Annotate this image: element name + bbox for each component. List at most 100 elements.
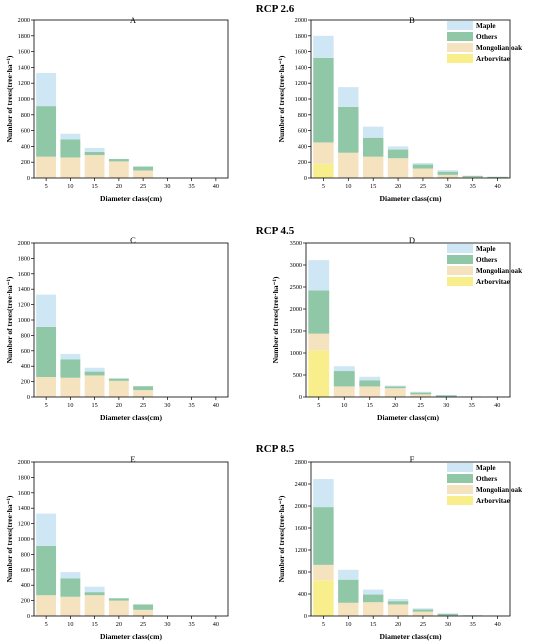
bar-segment	[437, 170, 459, 172]
y-tick-label: 400	[298, 143, 307, 150]
bar-segment	[387, 601, 409, 605]
x-tick-label: 30	[164, 183, 170, 190]
x-tick-label: 10	[67, 402, 73, 409]
y-tick-label: 800	[21, 551, 30, 558]
bar-segment	[313, 163, 334, 178]
x-axis-label: Diameter class(cm)	[379, 194, 442, 203]
y-tick-label: 200	[21, 159, 30, 166]
y-tick-label: 1800	[18, 33, 30, 40]
x-tick-label: 40	[213, 183, 219, 190]
y-tick-label: 1800	[18, 474, 30, 481]
bar-segment	[338, 152, 359, 178]
y-tick-label: 1000	[290, 350, 302, 357]
x-tick-label: 5	[45, 621, 48, 628]
bar-segment	[36, 326, 57, 377]
x-tick-label: 15	[370, 621, 376, 628]
legend-swatch	[447, 43, 473, 52]
x-tick-label: 35	[189, 183, 195, 190]
y-tick-label: 3500	[290, 240, 302, 247]
y-tick-label: 400	[21, 582, 30, 589]
bar-segment	[462, 176, 483, 178]
x-tick-label: 5	[322, 621, 325, 628]
bar-segment	[313, 507, 334, 565]
legend-label: Others	[476, 33, 497, 41]
bar-segment	[487, 176, 508, 178]
y-tick-label: 1000	[18, 96, 30, 103]
bar-segment	[36, 513, 57, 546]
legend-label: Arborvitae	[476, 497, 510, 505]
y-axis-label: Number of trees(tree·ha⁻¹)	[277, 55, 286, 142]
x-tick-label: 15	[92, 402, 98, 409]
x-tick-label: 15	[370, 183, 376, 190]
x-tick-label: 30	[443, 402, 449, 409]
bar-segment	[313, 564, 334, 581]
x-tick-label: 5	[45, 183, 48, 190]
x-tick-label: 25	[140, 621, 146, 628]
y-tick-label: 1600	[18, 49, 30, 56]
bar-segment	[387, 158, 409, 178]
y-tick-label: 0	[27, 613, 30, 620]
row-title: RCP 2.6	[256, 3, 295, 15]
y-tick-label: 1400	[295, 64, 307, 71]
y-tick-label: 200	[21, 379, 30, 386]
bar-segment	[133, 386, 154, 391]
y-tick-label: 600	[21, 348, 30, 355]
y-tick-label: 1600	[18, 271, 30, 278]
bar-segment	[313, 580, 334, 616]
y-tick-label: 1200	[18, 521, 30, 528]
bar-segment	[308, 260, 330, 291]
y-tick-label: 2500	[290, 284, 302, 291]
panel-label: E	[130, 454, 135, 464]
bar-segment	[435, 395, 457, 397]
y-tick-label: 400	[298, 591, 307, 598]
y-axis-label: Number of trees(tree·ha⁻¹)	[5, 55, 14, 142]
bar-segment	[338, 106, 359, 153]
legend-label: Maple	[476, 464, 496, 472]
panel-label: D	[409, 235, 415, 245]
y-tick-label: 200	[21, 598, 30, 605]
y-tick-label: 2000	[18, 459, 30, 466]
y-tick-label: 600	[21, 567, 30, 574]
bar-segment	[384, 388, 406, 397]
y-tick-label: 200	[298, 159, 307, 166]
y-tick-label: 0	[27, 175, 30, 182]
x-tick-label: 15	[92, 621, 98, 628]
x-tick-label: 35	[470, 621, 476, 628]
row-title: RCP 4.5	[256, 225, 295, 237]
bar-segment	[60, 157, 81, 178]
bar-segment	[84, 586, 105, 593]
x-tick-label: 30	[164, 402, 170, 409]
y-tick-label: 1200	[295, 80, 307, 87]
y-tick-label: 2000	[18, 240, 30, 247]
bar-segment	[412, 162, 434, 165]
x-axis-label: Diameter class(cm)	[100, 632, 163, 641]
legend-label: Maple	[476, 245, 496, 253]
legend-label: Arborvitae	[476, 55, 510, 63]
bar-segment	[36, 156, 57, 178]
bar-segment	[60, 139, 81, 158]
x-tick-label: 30	[445, 621, 451, 628]
x-tick-label: 15	[92, 183, 98, 190]
x-tick-label: 25	[140, 402, 146, 409]
bar-segment	[36, 294, 57, 327]
x-tick-label: 10	[67, 183, 73, 190]
y-tick-label: 500	[293, 372, 302, 379]
y-axis-label: Number of trees(tree·ha⁻¹)	[5, 276, 14, 363]
y-tick-label: 1600	[18, 490, 30, 497]
legend-label: Mongolian oak	[476, 486, 522, 494]
legend-label: Mongolian oak	[476, 267, 522, 275]
y-tick-label: 600	[21, 128, 30, 135]
bar-segment	[362, 589, 384, 595]
x-axis-label: Diameter class(cm)	[100, 413, 163, 422]
bar-segment	[108, 598, 129, 601]
y-tick-label: 400	[21, 143, 30, 150]
y-tick-label: 1400	[18, 286, 30, 293]
x-tick-label: 15	[367, 402, 373, 409]
bar-segment	[308, 290, 330, 334]
bar-segment	[133, 390, 154, 397]
legend-label: Others	[476, 256, 497, 264]
bar-segment	[387, 149, 409, 159]
x-tick-label: 30	[164, 621, 170, 628]
legend-swatch	[447, 474, 473, 483]
